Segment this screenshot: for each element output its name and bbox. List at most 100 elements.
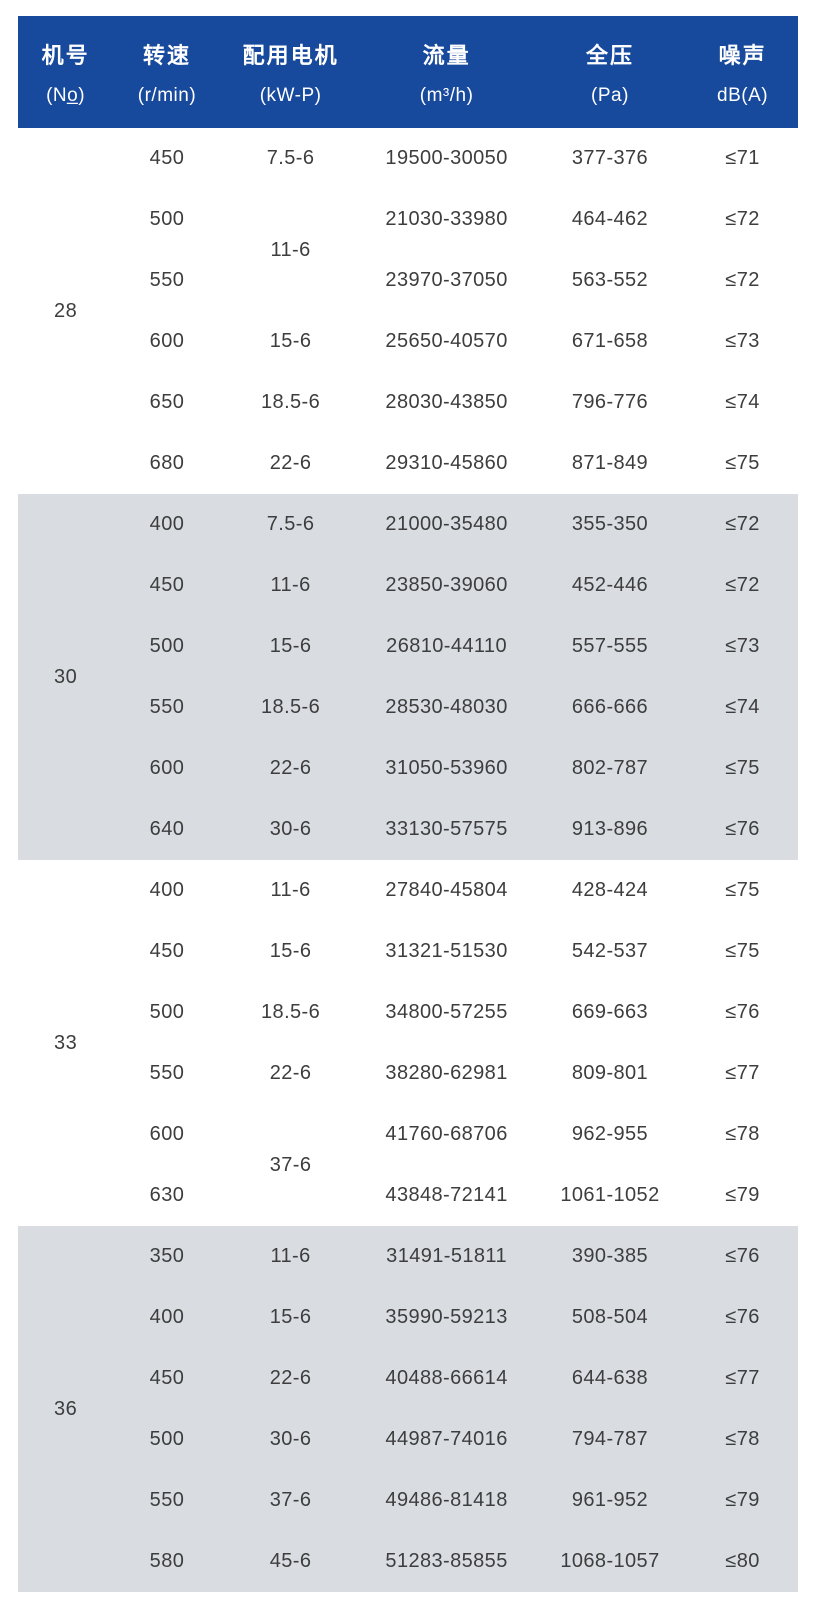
speed-cell: 350 — [149, 1245, 185, 1267]
flow-cell: 25650-40570 — [385, 330, 508, 352]
column-title: 配用电机 — [242, 42, 339, 68]
column-header-flow: 流量 (m³/h) — [360, 16, 532, 128]
pressure-cell: 644-638 — [571, 1367, 649, 1389]
noise-cell: ≤75 — [725, 452, 760, 474]
motor-cell: 18.5-6 — [261, 391, 321, 413]
pressure-cell: 913-896 — [571, 818, 649, 840]
speed-cell: 450 — [149, 940, 185, 962]
noise-cell: ≤72 — [725, 208, 760, 230]
pressure-cell: 796-776 — [571, 391, 649, 413]
flow-cell: 35990-59213 — [385, 1306, 508, 1328]
flow-cell: 49486-81418 — [385, 1489, 508, 1511]
motor-cell: 22-6 — [269, 452, 312, 474]
model-no-cell: 30 — [54, 665, 78, 688]
motor-cell: 7.5-6 — [266, 147, 315, 169]
speed-cell: 450 — [149, 147, 185, 169]
speed-cell: 550 — [149, 269, 185, 291]
noise-cell: ≤72 — [725, 513, 760, 535]
size-group-30: 30 400 7.5-6 21000-35480 355-350 ≤72 450 11-6 23… — [18, 494, 798, 860]
speed-cell: 630 — [149, 1184, 185, 1206]
flow-cell: 28530-48030 — [385, 696, 508, 718]
pressure-cell: 377-376 — [571, 147, 649, 169]
flow-cell: 43848-72141 — [385, 1184, 508, 1206]
speed-cell: 600 — [149, 1123, 185, 1145]
flow-cell: 31491-51811 — [386, 1245, 507, 1267]
flow-cell: 44987-74016 — [385, 1428, 508, 1450]
speed-cell: 500 — [149, 1428, 185, 1450]
flow-cell: 23970-37050 — [385, 269, 508, 291]
column-header-noise: 噪声 dB(A) — [687, 16, 798, 128]
motor-cell: 22-6 — [269, 757, 312, 779]
motor-cell: 37-6 — [269, 1489, 312, 1511]
noise-cell: ≤72 — [725, 269, 760, 291]
noise-cell: ≤76 — [725, 1245, 760, 1267]
motor-cell: 30-6 — [269, 1428, 312, 1450]
pressure-cell: 666-666 — [571, 696, 649, 718]
speed-cell: 650 — [149, 391, 185, 413]
pressure-cell: 961-952 — [571, 1489, 649, 1511]
column-header-motor: 配用电机 (kW-P) — [221, 16, 361, 128]
pressure-cell: 452-446 — [571, 574, 649, 596]
size-group-36: 36 350 11-6 31491-51811 390-385 ≤76 400 15-6 359… — [18, 1226, 798, 1592]
motor-cell: 11-6 — [270, 238, 311, 261]
pressure-cell: 390-385 — [571, 1245, 649, 1267]
flow-cell: 34800-57255 — [385, 1001, 508, 1023]
pressure-cell: 557-555 — [571, 635, 649, 657]
column-header-speed: 转速 (r/min) — [113, 16, 221, 128]
motor-cell: 7.5-6 — [266, 513, 315, 535]
pressure-cell: 542-537 — [571, 940, 649, 962]
flow-cell: 26810-44110 — [386, 635, 507, 657]
pressure-cell: 1061-1052 — [560, 1184, 660, 1206]
size-group-28: 28 450 7.5-6 19500-30050 377-376 ≤71 500 11-6 21… — [18, 128, 798, 494]
motor-cell: 15-6 — [269, 940, 312, 962]
column-title: 全压 — [585, 42, 634, 68]
flow-cell: 23850-39060 — [385, 574, 508, 596]
noise-cell: ≤80 — [725, 1550, 760, 1572]
column-unit: (r/min) — [137, 84, 197, 106]
noise-cell: ≤77 — [725, 1062, 760, 1084]
noise-cell: ≤73 — [725, 330, 760, 352]
speed-cell: 450 — [149, 1367, 185, 1389]
pressure-cell: 508-504 — [571, 1306, 649, 1328]
motor-cell: 15-6 — [269, 330, 312, 352]
speed-cell: 600 — [149, 330, 185, 352]
flow-cell: 33130-57575 — [385, 818, 508, 840]
pressure-cell: 809-801 — [571, 1062, 649, 1084]
speed-cell: 600 — [149, 757, 185, 779]
flow-cell: 31321-51530 — [385, 940, 508, 962]
speed-cell: 450 — [149, 574, 185, 596]
motor-cell: 22-6 — [269, 1367, 312, 1389]
speed-cell: 680 — [149, 452, 185, 474]
noise-cell: ≤76 — [725, 818, 760, 840]
motor-cell: 15-6 — [269, 635, 312, 657]
model-no-cell: 36 — [54, 1397, 78, 1420]
noise-cell: ≤75 — [725, 879, 760, 901]
flow-cell: 40488-66614 — [385, 1367, 508, 1389]
flow-cell: 19500-30050 — [385, 147, 508, 169]
pressure-cell: 669-663 — [571, 1001, 649, 1023]
noise-cell: ≤77 — [725, 1367, 760, 1389]
noise-cell: ≤78 — [725, 1123, 760, 1145]
motor-cell: 11-6 — [270, 879, 311, 901]
pressure-cell: 464-462 — [571, 208, 649, 230]
noise-cell: ≤74 — [725, 696, 760, 718]
column-unit: (Pa) — [591, 84, 629, 106]
pressure-cell: 671-658 — [571, 330, 649, 352]
pressure-cell: 428-424 — [571, 879, 649, 901]
speed-cell: 500 — [149, 1001, 185, 1023]
column-header-pressure: 全压 (Pa) — [533, 16, 687, 128]
pressure-cell: 962-955 — [571, 1123, 649, 1145]
noise-cell: ≤74 — [725, 391, 760, 413]
model-no-cell: 33 — [54, 1031, 78, 1054]
speed-cell: 550 — [149, 1062, 185, 1084]
column-title: 转速 — [142, 42, 191, 68]
flow-cell: 41760-68706 — [385, 1123, 508, 1145]
motor-cell: 45-6 — [269, 1550, 312, 1572]
flow-cell: 29310-45860 — [385, 452, 508, 474]
column-unit: dB(A) — [717, 84, 769, 106]
flow-cell: 28030-43850 — [385, 391, 508, 413]
speed-cell: 400 — [149, 879, 185, 901]
pressure-cell: 871-849 — [571, 452, 649, 474]
pressure-cell: 563-552 — [571, 269, 649, 291]
